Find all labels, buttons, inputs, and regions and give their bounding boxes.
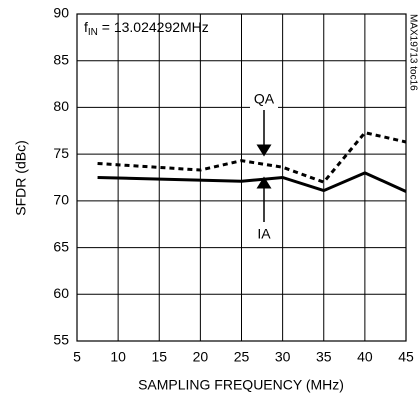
y-tick-label: 70 bbox=[53, 192, 69, 208]
y-tick-label: 75 bbox=[53, 145, 69, 161]
x-tick-label: 25 bbox=[234, 349, 250, 365]
x-tick-label: 15 bbox=[151, 349, 167, 365]
label-bg bbox=[250, 91, 278, 109]
x-tick-label: 30 bbox=[275, 349, 291, 365]
y-tick-label: 80 bbox=[53, 98, 69, 114]
x-tick-label: 35 bbox=[316, 349, 332, 365]
y-tick-label: 60 bbox=[53, 285, 69, 301]
x-tick-label: 5 bbox=[73, 349, 81, 365]
series-label: IA bbox=[257, 226, 271, 242]
y-tick-label: 55 bbox=[53, 332, 69, 348]
series-label: QA bbox=[254, 91, 275, 107]
x-tick-label: 10 bbox=[110, 349, 126, 365]
y-tick-label: 85 bbox=[53, 51, 69, 67]
x-axis-label: SAMPLING FREQUENCY (MHz) bbox=[138, 377, 344, 393]
label-bg bbox=[252, 226, 276, 244]
x-tick-label: 40 bbox=[357, 349, 373, 365]
y-tick-label: 90 bbox=[53, 5, 69, 21]
y-tick-label: 65 bbox=[53, 238, 69, 254]
series-line bbox=[97, 130, 407, 184]
plot-frame bbox=[76, 13, 407, 342]
x-tick-label: 20 bbox=[193, 349, 209, 365]
series-line bbox=[97, 171, 407, 193]
x-tick-label: 45 bbox=[398, 349, 414, 365]
y-axis-label: SFDR (dBc) bbox=[13, 140, 29, 215]
note: fIN = 13.024292MHz bbox=[84, 19, 209, 38]
side-label: MAX19713 toc16 bbox=[407, 14, 418, 91]
